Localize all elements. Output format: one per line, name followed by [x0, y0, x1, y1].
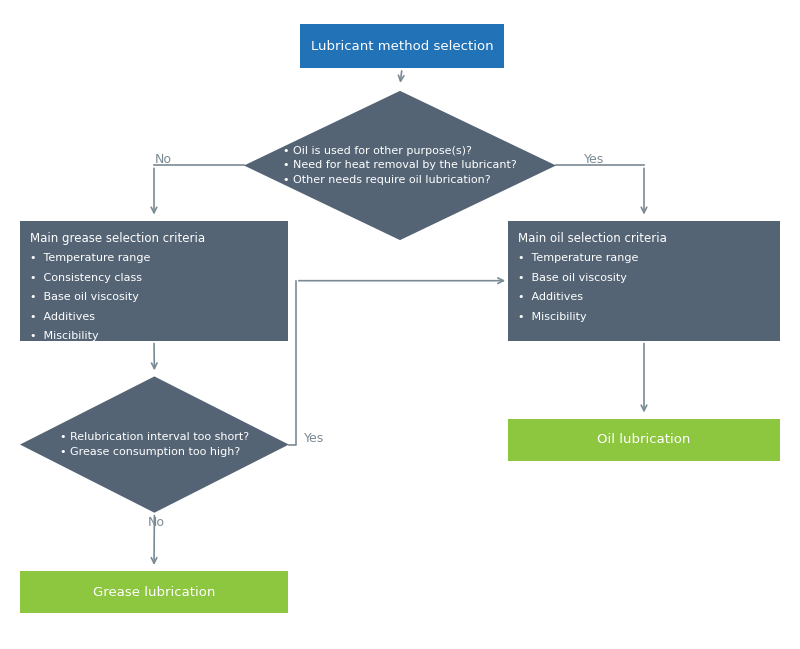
Text: •  Base oil viscosity: • Base oil viscosity: [518, 273, 627, 282]
Text: Yes: Yes: [584, 153, 604, 165]
Text: •  Miscibility: • Miscibility: [30, 331, 99, 341]
Text: • Relubrication interval too short?
• Grease consumption too high?: • Relubrication interval too short? • Gr…: [60, 432, 249, 457]
Text: Yes: Yes: [304, 432, 324, 445]
Text: •  Consistency class: • Consistency class: [30, 273, 142, 282]
FancyBboxPatch shape: [508, 419, 780, 461]
Text: Main grease selection criteria: Main grease selection criteria: [30, 232, 206, 245]
Text: •  Temperature range: • Temperature range: [30, 253, 150, 263]
Text: • Oil is used for other purpose(s)?
• Need for heat removal by the lubricant?
• : • Oil is used for other purpose(s)? • Ne…: [283, 145, 517, 186]
Text: Lubricant method selection: Lubricant method selection: [310, 40, 494, 53]
FancyBboxPatch shape: [300, 24, 504, 68]
Polygon shape: [20, 376, 289, 513]
Text: No: No: [155, 153, 172, 165]
Text: Grease lubrication: Grease lubrication: [93, 585, 215, 599]
Text: •  Base oil viscosity: • Base oil viscosity: [30, 292, 139, 302]
Text: •  Miscibility: • Miscibility: [518, 312, 587, 321]
Text: •  Temperature range: • Temperature range: [518, 253, 638, 263]
FancyBboxPatch shape: [508, 221, 780, 341]
Text: •  Additives: • Additives: [30, 312, 95, 321]
FancyBboxPatch shape: [20, 221, 288, 341]
Text: Main oil selection criteria: Main oil selection criteria: [518, 232, 667, 245]
Text: No: No: [148, 516, 165, 529]
Polygon shape: [244, 91, 556, 240]
FancyBboxPatch shape: [20, 571, 288, 613]
Text: Oil lubrication: Oil lubrication: [598, 433, 690, 447]
Text: •  Additives: • Additives: [518, 292, 583, 302]
